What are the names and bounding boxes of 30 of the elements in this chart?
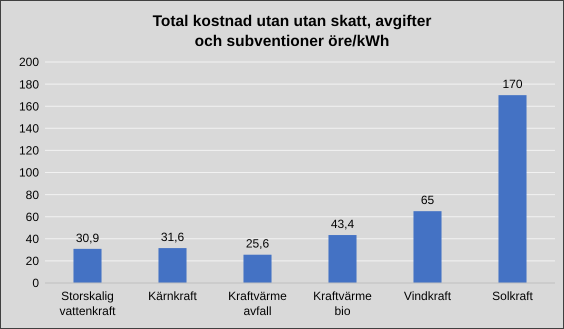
y-tick-label: 200 xyxy=(18,55,40,70)
data-label: 25,6 xyxy=(246,236,270,251)
data-label: 170 xyxy=(502,77,523,92)
y-tick-label: 40 xyxy=(26,232,40,246)
x-tick-label: Kärnkraft xyxy=(148,289,198,303)
data-label: 43,4 xyxy=(330,217,354,232)
y-tick-label: 20 xyxy=(26,254,40,268)
bar xyxy=(498,95,527,283)
y-tick-label: 60 xyxy=(26,210,40,224)
x-tick-label: Storskalig vattenkraft xyxy=(59,289,116,318)
x-tick-label: Kraftvärme avfall xyxy=(228,289,288,318)
x-tick-label: Solkraft xyxy=(492,289,534,303)
data-label: 65 xyxy=(420,193,434,208)
bar xyxy=(328,235,357,283)
y-tick-label: 180 xyxy=(18,77,40,92)
data-label: 30,9 xyxy=(76,230,100,245)
x-tick-label: Vindkraft xyxy=(404,289,452,303)
y-tick-label: 80 xyxy=(26,188,40,202)
bar xyxy=(413,211,442,283)
y-tick-label: 100 xyxy=(18,166,40,180)
y-tick-label: 0 xyxy=(32,276,40,290)
y-tick-label: 160 xyxy=(18,99,40,114)
y-tick-label: 140 xyxy=(18,122,40,136)
data-label: 31,6 xyxy=(160,230,184,244)
bar xyxy=(73,248,102,283)
y-tick-label: 120 xyxy=(18,144,40,158)
bar xyxy=(158,248,187,283)
chart-title: Total kostnad utan utan skatt, avgifter och subventioner öre/kWh xyxy=(152,13,432,50)
bar xyxy=(243,254,272,283)
x-tick-label: Kraftvärme bio xyxy=(313,289,372,318)
